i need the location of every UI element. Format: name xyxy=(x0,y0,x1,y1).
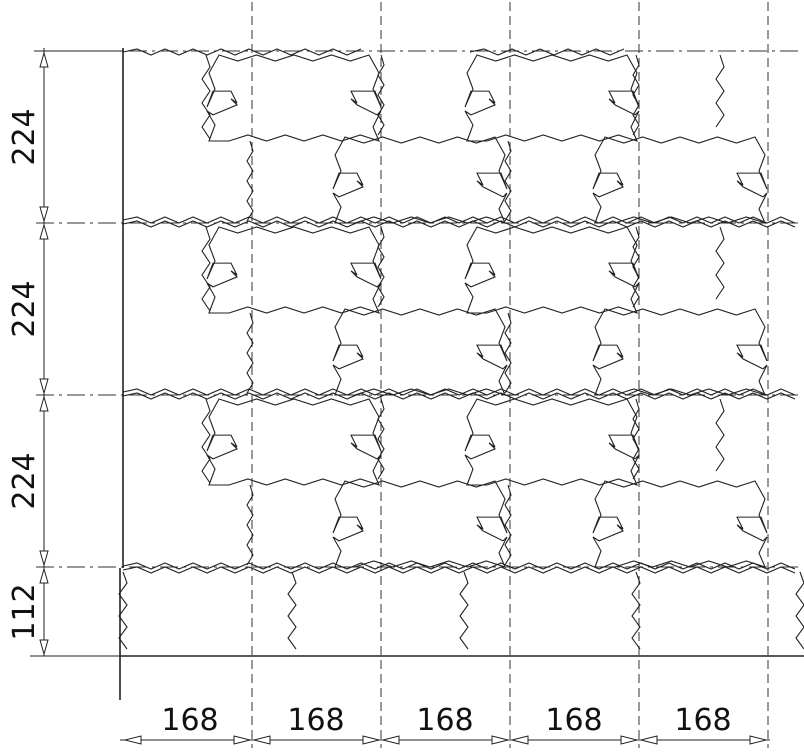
paver-r1-a xyxy=(206,54,382,142)
row-dimension-1: 224 xyxy=(7,108,42,165)
column-dimension-chain: 168 168 168 168 168 xyxy=(120,703,770,745)
half-row-joint-3 xyxy=(459,571,469,650)
half-row-joint-1 xyxy=(118,571,128,650)
col-arrow-right-5 xyxy=(640,735,658,745)
joint-line-1a xyxy=(122,216,796,224)
column-dimension-5: 168 xyxy=(674,703,731,738)
col-arrow-left-1 xyxy=(233,735,251,745)
connector-r1-2 xyxy=(504,140,512,222)
connector-r2-5 xyxy=(715,226,725,300)
row-arrow-down-3 xyxy=(39,395,49,412)
row-arrow-up-1 xyxy=(39,206,49,223)
half-row-joint-5 xyxy=(795,571,804,650)
connector-r3-6 xyxy=(201,398,211,484)
pavement-edges xyxy=(30,48,804,700)
paver-r3-d xyxy=(592,480,768,568)
joint-line-2a xyxy=(122,388,796,396)
connector-r3-1 xyxy=(246,484,254,566)
column-dimension-3: 168 xyxy=(416,703,473,738)
connector-r1-4 xyxy=(632,54,640,136)
connector-r1-1 xyxy=(246,140,254,222)
row-arrow-down-2 xyxy=(39,223,49,240)
joint-line-1b xyxy=(122,220,796,228)
row-dimension-4: 112 xyxy=(7,583,42,640)
paver-r3-a xyxy=(206,398,382,486)
connector-r1-3 xyxy=(377,54,385,136)
row-arrow-down-1 xyxy=(39,51,49,68)
paver-r1-d xyxy=(592,136,768,224)
col-arrow-right-1 xyxy=(124,735,142,745)
connector-r3-4 xyxy=(632,398,640,480)
joint-line-3a xyxy=(122,562,796,570)
paver-r2-c xyxy=(332,308,508,396)
connector-r2-2 xyxy=(504,312,512,394)
row-arrow-down-4 xyxy=(39,567,49,584)
paver-r2-d xyxy=(592,308,768,396)
top-wavy-edge-2 xyxy=(469,48,625,56)
connector-r2-6 xyxy=(201,226,211,312)
joint-line-2b xyxy=(122,392,796,400)
col-arrow-left-5 xyxy=(749,735,767,745)
row-dimension-chain: 224 224 224 112 xyxy=(7,48,123,656)
col-arrow-right-3 xyxy=(382,735,400,745)
connector-r3-2 xyxy=(504,484,512,566)
paver-r3-b xyxy=(464,398,640,486)
joint-line-3b xyxy=(122,566,796,574)
connector-r2-3 xyxy=(377,226,385,308)
row-dimension-3: 224 xyxy=(7,452,42,509)
grid-lines xyxy=(36,2,800,748)
col-arrow-left-4 xyxy=(620,735,638,745)
row-arrow-up-3 xyxy=(39,550,49,567)
paver-r1-b xyxy=(464,54,640,142)
connector-r3-3 xyxy=(377,398,385,480)
paver-r1-c xyxy=(332,136,508,224)
connector-r2-1 xyxy=(246,312,254,394)
col-arrow-left-3 xyxy=(491,735,509,745)
col-arrow-left-2 xyxy=(362,735,380,745)
row-arrow-up-2 xyxy=(39,378,49,395)
connector-r2-4 xyxy=(632,226,640,308)
connector-r1-6 xyxy=(201,54,211,140)
paver-r3-c xyxy=(332,480,508,568)
col-arrow-right-4 xyxy=(511,735,529,745)
row-dimension-2: 224 xyxy=(7,280,42,337)
connector-r3-5 xyxy=(715,398,725,472)
col-arrow-right-2 xyxy=(253,735,271,745)
top-wavy-edge-1 xyxy=(122,48,362,56)
row-arrow-up-4 xyxy=(39,639,49,656)
column-dimension-1: 168 xyxy=(161,703,218,738)
half-row-joint-2 xyxy=(287,571,297,650)
column-dimension-4: 168 xyxy=(545,703,602,738)
half-row-joint-4 xyxy=(631,571,641,650)
paver-stones xyxy=(118,48,804,650)
paver-r2-a xyxy=(206,226,382,314)
paver-r2-b xyxy=(464,226,640,314)
column-dimension-2: 168 xyxy=(287,703,344,738)
connector-r1-5 xyxy=(715,54,725,128)
